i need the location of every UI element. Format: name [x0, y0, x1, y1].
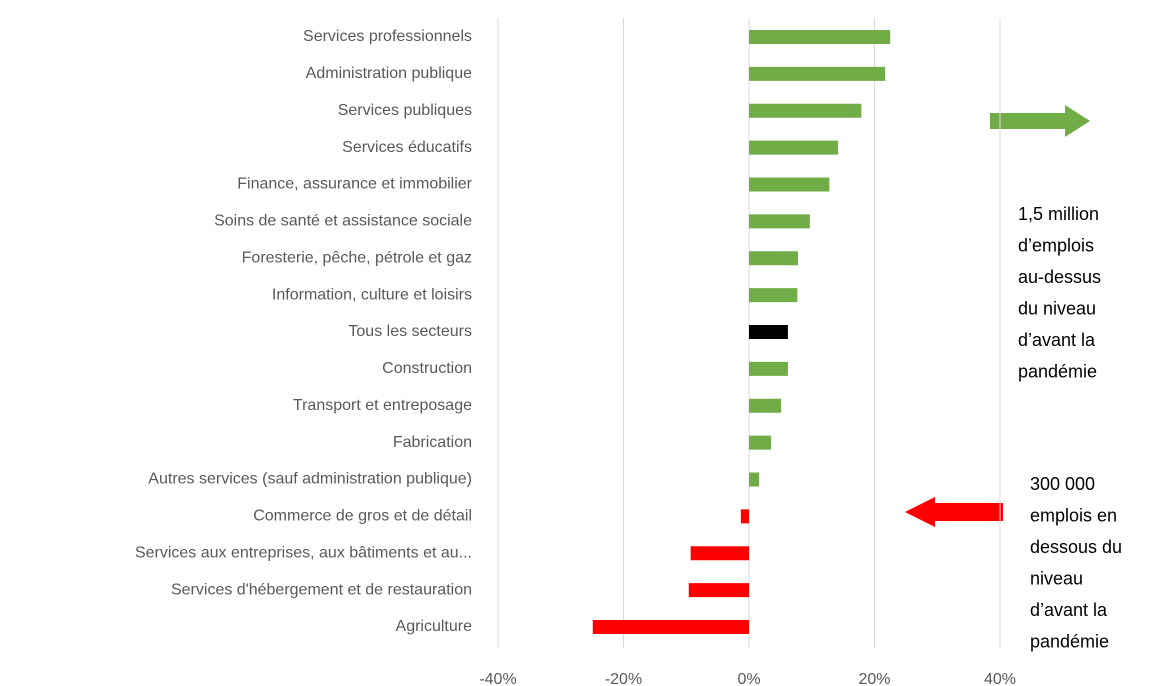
annotation-text: au-dessus: [1018, 267, 1101, 287]
annotation-text: pandémie: [1018, 361, 1097, 381]
x-tick-label: 0%: [737, 671, 760, 686]
bar: [749, 140, 839, 155]
y-tick-label: Services publiques: [338, 102, 472, 119]
annotation-text: emplois en: [1030, 505, 1117, 525]
annotation-text: du niveau: [1018, 298, 1096, 318]
y-tick-label: Soins de santé et assistance sociale: [214, 213, 472, 230]
x-tick-label: -20%: [605, 671, 642, 686]
arrow-up-annotation: [990, 105, 1090, 137]
bar: [749, 214, 810, 229]
annotation-text: 300 000: [1030, 474, 1095, 494]
bar: [749, 103, 862, 118]
y-tick-label: Services d'hébergement et de restauratio…: [171, 581, 472, 598]
annotation-text: d’avant la: [1030, 600, 1108, 620]
y-tick-label: Foresterie, pêche, pétrole et gaz: [242, 249, 472, 266]
arrow-down-annotation: [905, 497, 1003, 527]
y-tick-label: Finance, assurance et immobilier: [237, 176, 472, 193]
bar: [592, 620, 749, 634]
annotation-text: 1,5 million: [1018, 204, 1099, 224]
x-tick-label: -40%: [479, 671, 516, 686]
y-tick-label: Services professionnels: [303, 28, 472, 45]
bar: [749, 398, 782, 413]
y-tick-label: Commerce de gros et de détail: [253, 508, 472, 525]
bar: [740, 509, 749, 524]
bar: [749, 472, 760, 487]
x-tick-label: 40%: [984, 671, 1016, 686]
y-tick-label: Transport et entreposage: [293, 397, 472, 414]
bar: [690, 546, 749, 561]
y-tick-label: Construction: [382, 360, 472, 377]
bar: [688, 583, 749, 598]
red-arrow: [905, 497, 1003, 527]
y-tick-label: Tous les secteurs: [348, 323, 472, 340]
bar: [749, 66, 886, 81]
annotation-text: pandémie: [1030, 631, 1109, 651]
y-tick-label: Services éducatifs: [342, 139, 472, 156]
bar: [749, 177, 830, 192]
y-tick-label: Agriculture: [396, 618, 473, 635]
bar: [749, 361, 788, 376]
annotation-text: d’emplois: [1018, 235, 1094, 255]
y-tick-label: Fabrication: [393, 434, 472, 451]
y-tick-label: Autres services (sauf administration pub…: [148, 471, 472, 488]
green-arrow: [990, 105, 1090, 137]
y-tick-label: Information, culture et loisirs: [272, 286, 472, 303]
annotation-text: d’avant la: [1018, 330, 1096, 350]
bar: [749, 30, 891, 44]
bar: [749, 288, 798, 303]
bar: [749, 325, 788, 339]
x-tick-label: 20%: [858, 671, 890, 686]
y-tick-label: Administration publique: [306, 65, 472, 82]
y-tick-label: Services aux entreprises, aux bâtiments …: [135, 544, 472, 561]
annotation-text: niveau: [1030, 568, 1083, 588]
annotation-text: dessous du: [1030, 537, 1122, 557]
bar: [749, 251, 798, 266]
bar: [749, 435, 771, 450]
